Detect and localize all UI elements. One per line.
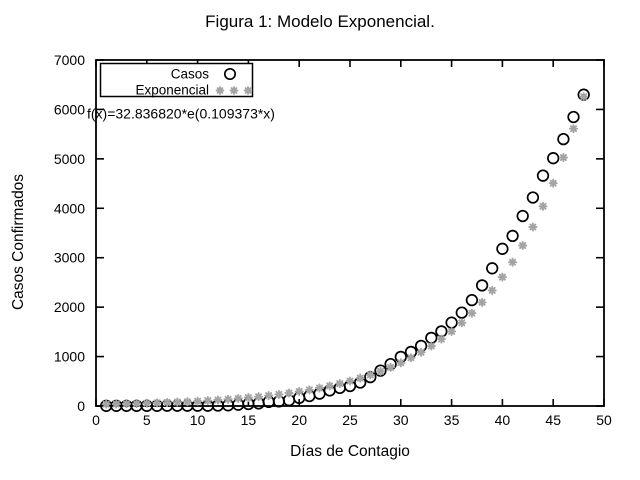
data-point-exponencial: [436, 334, 446, 344]
fit-annotation: f(x)=32.836820*e(0.109373*x): [87, 106, 275, 122]
data-point-exponencial: [375, 366, 386, 376]
data-point-exponencial: [335, 379, 345, 389]
data-point-exponencial: [528, 222, 538, 232]
data-point-exponencial: [111, 399, 121, 409]
data-point-exponencial: [223, 394, 233, 404]
data-point-casos: [536, 169, 550, 182]
x-tick-label: 25: [342, 412, 358, 428]
data-point-exponencial: [355, 373, 365, 383]
data-point-casos: [496, 242, 509, 255]
legend-sample-asterisk: [243, 86, 253, 95]
data-point-exponencial: [325, 381, 335, 391]
data-point-exponencial: [477, 297, 487, 307]
data-point-exponencial: [172, 397, 182, 407]
data-point-casos: [506, 229, 519, 243]
x-axis-label: Días de Contagio: [290, 443, 410, 460]
legend-sample-asterisk: [215, 86, 225, 95]
data-point-exponencial: [558, 152, 568, 163]
legend-sample-circle: [223, 67, 237, 81]
x-tick-label: 30: [393, 412, 409, 428]
plot-border: [95, 59, 605, 407]
data-point-casos: [374, 364, 387, 377]
data-point-exponencial: [426, 341, 436, 351]
chart-title: Figura 1: Modelo Exponencial.: [205, 12, 435, 31]
data-point-exponencial: [487, 285, 497, 295]
data-point-casos: [516, 209, 529, 223]
data-point-exponencial: [284, 388, 294, 398]
data-point-exponencial: [233, 393, 243, 404]
data-point-exponencial: [132, 398, 142, 409]
data-point-exponencial: [213, 395, 223, 405]
data-point-casos: [445, 316, 458, 329]
y-tick-label: 4000: [54, 200, 85, 216]
data-point-exponencial: [264, 391, 274, 401]
x-tick-label: 15: [241, 412, 257, 428]
data-point-exponencial: [254, 392, 264, 402]
data-point-exponencial: [568, 124, 579, 134]
data-point-exponencial: [152, 398, 162, 408]
data-point-exponencial: [406, 353, 416, 363]
data-point-casos: [557, 132, 570, 146]
x-tick-label: 10: [190, 412, 206, 428]
data-point-exponencial: [121, 399, 132, 409]
data-point-exponencial: [345, 376, 355, 386]
legend-label-exponencial: Exponencial: [135, 83, 209, 98]
data-point-casos: [526, 191, 540, 204]
data-point-casos: [455, 306, 468, 319]
data-point-exponencial: [548, 178, 558, 188]
data-point-exponencial: [294, 386, 304, 397]
data-point-exponencial: [457, 318, 467, 328]
data-point-exponencial: [162, 397, 172, 408]
y-tick-label: 3000: [54, 250, 85, 266]
data-point-casos: [475, 279, 489, 292]
x-tick-label: 35: [444, 412, 460, 428]
legend-sample-asterisk: [229, 86, 239, 95]
data-point-exponencial: [193, 396, 203, 406]
y-tick-label: 7000: [54, 52, 85, 68]
data-point-exponencial: [243, 393, 253, 403]
legend-label-casos: Casos: [171, 67, 210, 82]
data-point-exponencial: [518, 240, 528, 251]
x-tick-label: 5: [143, 412, 151, 428]
data-point-exponencial: [142, 398, 152, 408]
data-point-exponencial: [396, 358, 406, 368]
data-point-exponencial: [304, 385, 314, 395]
data-point-exponencial: [508, 257, 518, 267]
data-point-casos: [547, 152, 560, 165]
data-point-exponencial: [101, 399, 111, 409]
data-point-exponencial: [365, 370, 375, 380]
data-point-exponencial: [386, 362, 396, 372]
data-point-casos: [567, 110, 580, 124]
data-point-casos: [486, 262, 499, 275]
y-tick-label: 6000: [54, 101, 85, 117]
y-tick-label: 0: [77, 398, 85, 414]
data-point-casos: [465, 293, 479, 307]
x-tick-label: 40: [495, 412, 511, 428]
data-point-exponencial: [467, 308, 477, 318]
data-point-exponencial: [497, 272, 507, 282]
data-point-exponencial: [416, 347, 426, 357]
x-tick-label: 0: [92, 412, 100, 428]
x-tick-label: 20: [291, 412, 307, 428]
x-tick-label: 50: [596, 412, 612, 428]
y-tick-label: 5000: [54, 151, 85, 167]
data-point-exponencial: [447, 326, 457, 336]
y-tick-label: 2000: [54, 299, 85, 315]
data-point-exponencial: [314, 383, 325, 393]
data-point-exponencial: [274, 389, 284, 399]
data-point-exponencial: [538, 201, 548, 211]
x-tick-label: 45: [545, 412, 561, 428]
data-point-exponencial: [203, 396, 213, 406]
y-tick-label: 1000: [54, 349, 85, 365]
data-point-exponencial: [579, 92, 589, 102]
data-point-exponencial: [182, 397, 192, 407]
